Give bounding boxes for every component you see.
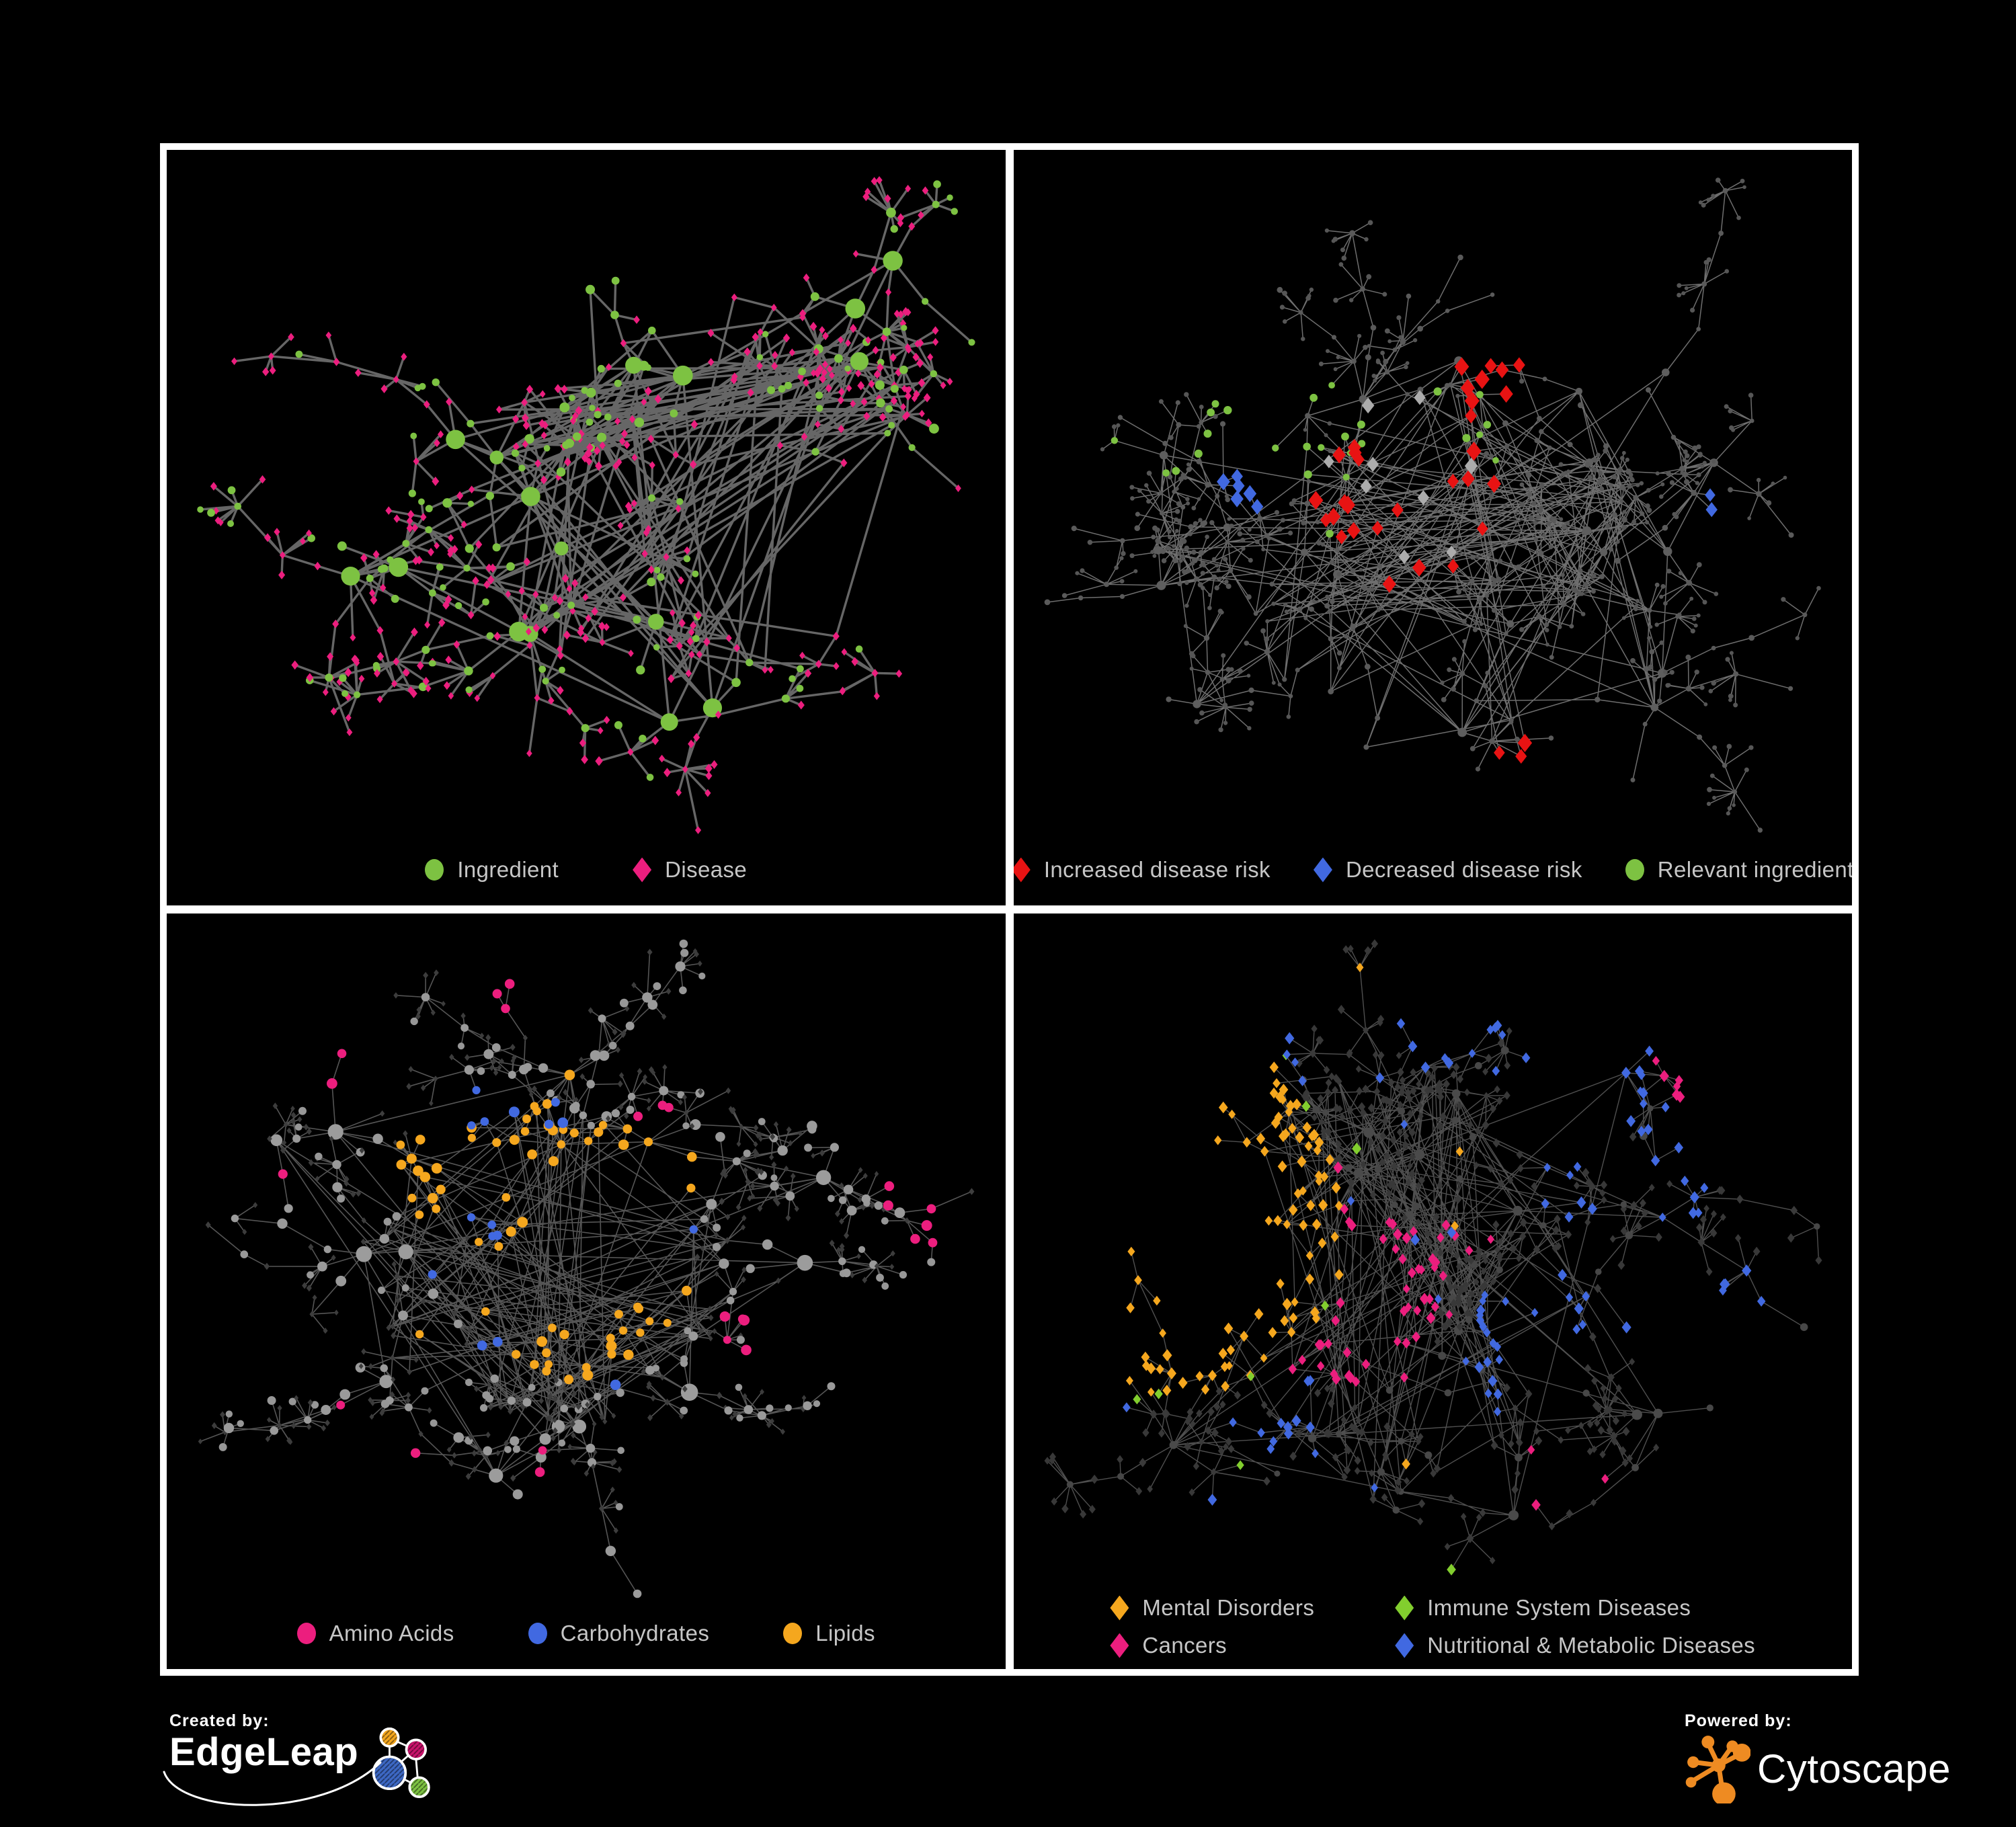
cytoscape-wordmark: Cytoscape	[1757, 1746, 1951, 1791]
circle-marker-icon	[1625, 859, 1644, 881]
legend-item: Ingredient	[425, 857, 559, 883]
panel-ingredient-disease: Ingredient Disease	[167, 150, 1006, 905]
legend-nutrient-classes: Amino Acids Carbohydrates Lipids	[167, 1621, 1006, 1646]
legend-item: Amino Acids	[296, 1621, 454, 1646]
legend-label: Lipids	[815, 1621, 875, 1646]
panel-disease-classes: Mental Disorders Immune System Diseases Ca…	[1013, 914, 1853, 1669]
legend-disease-classes: Mental Disorders Immune System Diseases Ca…	[1014, 1595, 1853, 1658]
diamond-marker-icon	[1395, 1595, 1414, 1621]
legend-label: Carbohydrates	[560, 1621, 710, 1646]
legend-item: Relevant ingredient	[1625, 857, 1852, 883]
legend-disease-risk: Increased disease risk Decreased disease …	[1013, 857, 1852, 883]
legend-item: Immune System Diseases	[1395, 1595, 1755, 1621]
network-disease-risk	[1044, 177, 1821, 833]
created-by-label: Created by:	[169, 1711, 270, 1730]
cytoscape-credit: Powered by:	[1685, 1711, 1951, 1803]
diamond-marker-icon	[1395, 1633, 1414, 1658]
legend-label: Cancers	[1142, 1633, 1227, 1658]
legend-label: Ingredient	[457, 857, 559, 882]
legend-item: Mental Disorders	[1110, 1595, 1314, 1621]
legend-item: Decreased disease risk	[1313, 857, 1582, 883]
network-disease-classes	[1044, 939, 1822, 1576]
legend-item: Lipids	[783, 1621, 875, 1646]
legend-item: Carbohydrates	[528, 1621, 710, 1646]
cytoscape-logo-graph	[1685, 1736, 1750, 1803]
circle-marker-icon	[783, 1623, 803, 1644]
edgeleap-credit: Created by: EdgeLeap	[163, 1711, 436, 1809]
legend-label: Disease	[665, 857, 748, 882]
panel-grid-frame: Ingredient Disease Increased disease risk…	[160, 143, 1859, 1676]
legend-label: Increased disease risk	[1043, 857, 1271, 882]
legend-label: Nutritional & Metabolic Diseases	[1427, 1633, 1756, 1658]
legend-item: Disease	[633, 857, 747, 883]
edgeleap-logo-graph	[372, 1727, 430, 1798]
legend-item: Increased disease risk	[1013, 857, 1271, 883]
diamond-marker-icon	[1313, 857, 1332, 883]
legend-label: Amino Acids	[329, 1621, 454, 1646]
diamond-marker-icon	[633, 857, 652, 883]
legend-ingredient-disease: Ingredient Disease	[167, 857, 1006, 883]
legend-item: Nutritional & Metabolic Diseases	[1395, 1633, 1755, 1658]
network-ingredient-disease	[197, 176, 975, 834]
circle-marker-icon	[425, 859, 444, 881]
legend-label: Mental Disorders	[1142, 1595, 1315, 1620]
diamond-marker-icon	[1110, 1595, 1129, 1621]
edgeleap-wordmark: EdgeLeap	[169, 1730, 359, 1774]
network-nutrient-classes	[198, 939, 975, 1598]
diamond-marker-icon	[1013, 857, 1031, 883]
panel-disease-risk: Increased disease risk Decreased disease …	[1013, 150, 1852, 905]
legend-label: Immune System Diseases	[1427, 1595, 1691, 1620]
legend-item: Cancers	[1110, 1633, 1314, 1658]
powered-by-label: Powered by:	[1685, 1711, 1792, 1730]
legend-label: Relevant ingredient	[1657, 857, 1852, 882]
circle-marker-icon	[296, 1623, 316, 1644]
diamond-marker-icon	[1110, 1633, 1129, 1658]
panel-nutrient-classes: Amino Acids Carbohydrates Lipids	[167, 914, 1006, 1669]
legend-label: Decreased disease risk	[1345, 857, 1582, 882]
circle-marker-icon	[528, 1623, 547, 1644]
